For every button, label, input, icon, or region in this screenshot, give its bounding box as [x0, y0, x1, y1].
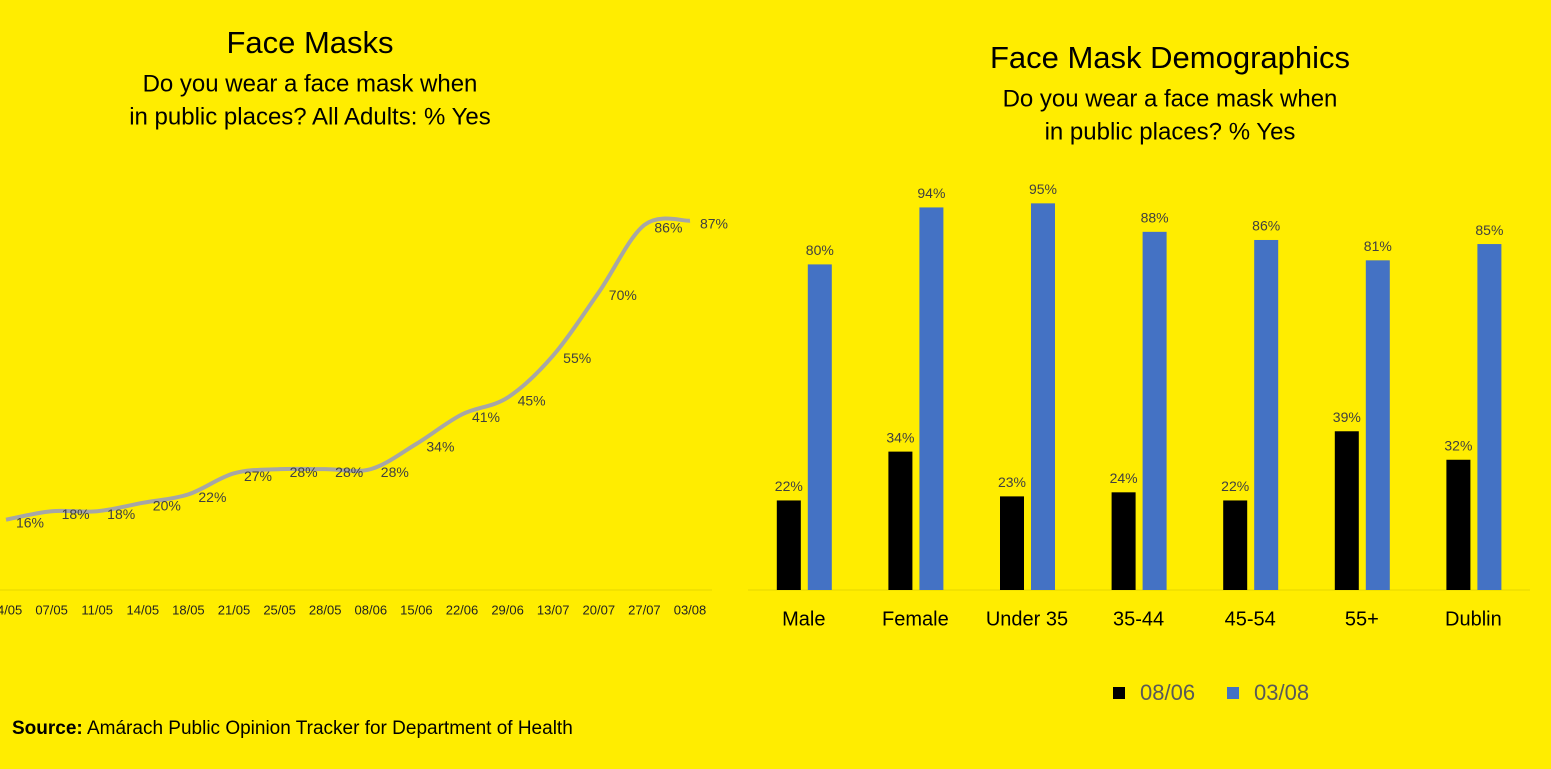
bar	[1334, 431, 1359, 590]
data-label: 16%	[16, 514, 44, 530]
data-label: 34%	[886, 429, 914, 445]
bar	[1142, 231, 1167, 590]
chart-subtitle: Do you wear a face mask when	[143, 70, 478, 97]
x-tick-label: 45-54	[1225, 608, 1276, 630]
chart-title: Face Mask Demographics	[990, 40, 1350, 75]
bar	[1111, 492, 1136, 590]
chart-subtitle: in public places? All Adults: % Yes	[129, 103, 491, 130]
x-tick-label: 55+	[1345, 608, 1379, 630]
data-label: 85%	[1475, 222, 1503, 238]
data-label: 28%	[381, 464, 409, 480]
bar	[1254, 239, 1279, 591]
source-label: Source:	[12, 718, 83, 739]
bar	[807, 264, 832, 590]
data-label: 22%	[198, 489, 226, 505]
data-label: 80%	[806, 242, 834, 258]
chart-title: Face Masks	[226, 25, 393, 60]
x-tick-label: Under 35	[986, 608, 1068, 630]
x-tick-label: 14/05	[127, 602, 160, 617]
data-label: 81%	[1364, 238, 1392, 254]
source: Source: Amárach Public Opinion Tracker f…	[12, 718, 573, 739]
source-text: Amárach Public Opinion Tracker for Depar…	[87, 718, 573, 739]
x-tick-label: 27/07	[628, 602, 661, 617]
data-label: 22%	[1221, 478, 1249, 494]
bar	[888, 451, 913, 590]
data-label: 88%	[1141, 210, 1169, 226]
line	[5, 216, 691, 522]
bar	[1365, 260, 1390, 590]
bar	[1477, 244, 1502, 591]
legend-label: 08/06	[1140, 680, 1195, 705]
data-label: 39%	[1333, 409, 1361, 425]
x-tick-label: 18/05	[172, 602, 205, 617]
x-tick-label: 21/05	[218, 602, 251, 617]
x-tick-label: 20/07	[583, 602, 616, 617]
data-label: 45%	[518, 392, 546, 408]
data-label: 87%	[700, 215, 728, 231]
x-tick-label: 08/06	[355, 602, 388, 617]
x-tick-label: 13/07	[537, 602, 570, 617]
data-label: 86%	[654, 220, 682, 236]
data-label: 23%	[998, 474, 1026, 490]
data-label: 95%	[1029, 181, 1057, 197]
data-label: 34%	[426, 439, 454, 455]
x-tick-label: 07/05	[35, 602, 68, 617]
data-label: 70%	[609, 287, 637, 303]
data-label: 94%	[917, 185, 945, 201]
legend-swatch	[1113, 687, 1125, 699]
bar	[1000, 496, 1024, 590]
x-tick-label: 25/05	[263, 602, 296, 617]
data-label: 28%	[335, 464, 363, 480]
x-tick-label: Male	[782, 608, 825, 630]
data-label: 41%	[472, 409, 500, 425]
bar	[1446, 459, 1471, 590]
data-label: 22%	[775, 478, 803, 494]
x-tick-label: 22/06	[446, 602, 479, 617]
x-tick-label: 15/06	[400, 602, 433, 617]
x-tick-label: Dublin	[1445, 608, 1502, 630]
x-tick-label: 04/05	[0, 602, 22, 617]
data-label: 28%	[290, 464, 318, 480]
bar	[1031, 203, 1055, 590]
data-label: 18%	[107, 506, 135, 522]
data-label: 32%	[1444, 437, 1472, 453]
x-tick-label: 35-44	[1113, 608, 1164, 630]
x-tick-label: 28/05	[309, 602, 342, 617]
data-label: 86%	[1252, 218, 1280, 234]
data-label: 55%	[563, 350, 591, 366]
x-tick-label: 29/06	[491, 602, 524, 617]
x-tick-label: 03/08	[674, 602, 707, 617]
bar	[1223, 500, 1248, 590]
data-label: 18%	[62, 506, 90, 522]
bar	[776, 500, 801, 590]
chart-subtitle: Do you wear a face mask when	[1003, 85, 1338, 112]
x-tick-label: Female	[882, 608, 949, 630]
data-label: 27%	[244, 468, 272, 484]
data-label: 20%	[153, 498, 181, 514]
chart-subtitle: in public places? % Yes	[1045, 118, 1296, 145]
legend-label: 03/08	[1254, 680, 1309, 705]
bar	[919, 207, 944, 591]
x-tick-label: 11/05	[81, 602, 113, 617]
data-label: 24%	[1110, 470, 1138, 486]
legend-swatch	[1227, 687, 1239, 699]
